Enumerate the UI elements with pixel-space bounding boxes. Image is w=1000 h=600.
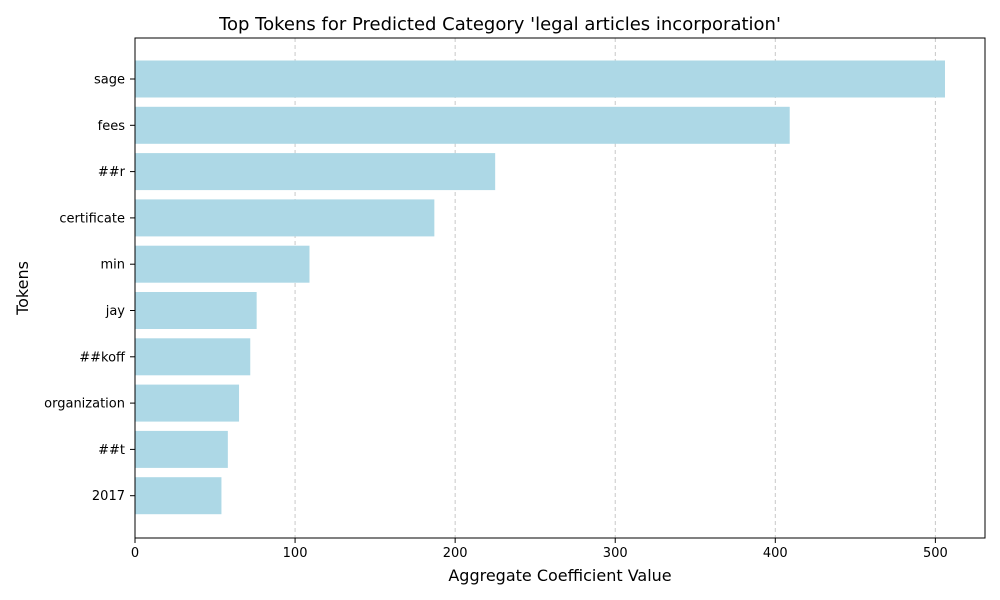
y-tick-label: sage — [94, 73, 125, 88]
axes — [134, 37, 986, 539]
y-tick-label: fees — [98, 119, 126, 134]
bar-min — [135, 245, 310, 283]
bars — [135, 60, 945, 515]
bar-certificate — [135, 199, 435, 237]
x-axis-label: Aggregate Coefficient Value — [448, 566, 671, 585]
y-tick-label: jay — [105, 304, 126, 319]
x-tick-label: 500 — [923, 546, 948, 561]
bar-organization — [135, 384, 240, 422]
plot-frame — [134, 37, 986, 539]
bar-jay — [135, 292, 257, 329]
y-tick-label: ##r — [98, 165, 126, 180]
bar-fees — [135, 106, 790, 144]
bar-r — [135, 153, 496, 191]
x-tick-label: 200 — [443, 546, 468, 561]
x-tick-label: 100 — [283, 546, 308, 561]
bar-t — [135, 430, 228, 468]
y-axis-ticks: sage fees ##r certificate min jay ##koff organi… — [44, 73, 135, 504]
y-tick-label: min — [100, 258, 125, 273]
y-axis-label: Tokens — [13, 261, 32, 316]
chart-title: Top Tokens for Predicted Category 'legal… — [218, 14, 781, 35]
x-axis-ticks: 0 100 200 300 400 500 — [131, 538, 948, 561]
y-tick-label: certificate — [59, 211, 125, 226]
x-tick-label: 0 — [131, 546, 139, 561]
y-tick-label: ##t — [98, 443, 125, 458]
y-tick-label: ##koff — [79, 350, 126, 365]
bar-koff — [135, 338, 251, 376]
bar-sage — [135, 60, 945, 98]
y-tick-label: organization — [44, 397, 125, 412]
x-tick-label: 300 — [603, 546, 628, 561]
bar-2017 — [135, 477, 222, 515]
y-tick-label: 2017 — [92, 489, 125, 504]
x-tick-label: 400 — [763, 546, 788, 561]
